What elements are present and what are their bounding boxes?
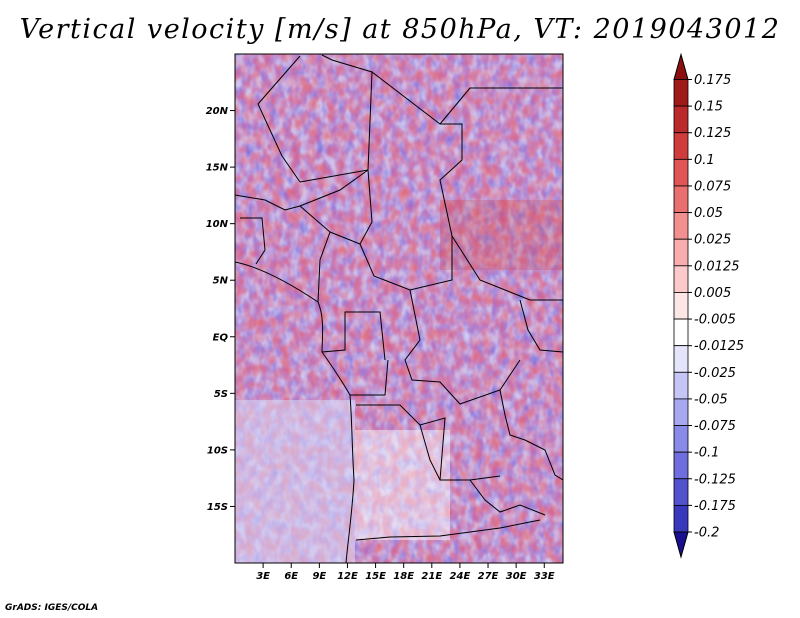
colorbar-swatch xyxy=(673,345,689,373)
y-axis: 20N 15N 10N 5N EQ 5S 10S 15S xyxy=(206,106,235,513)
y-tick-label: 15N xyxy=(206,163,229,174)
x-tick-label: 12E xyxy=(337,571,358,582)
colorbar-swatch xyxy=(673,238,689,267)
y-tick-label: 10S xyxy=(207,445,228,456)
colorbar-swatch xyxy=(673,478,689,506)
y-tick-label: 15S xyxy=(207,502,228,513)
colorbar-swatch xyxy=(673,451,689,480)
colorbar-swatch xyxy=(673,292,689,320)
vertical-velocity-field xyxy=(235,54,563,563)
colorbar-label: -0.025 xyxy=(694,366,736,381)
colorbar-swatch xyxy=(673,132,689,160)
colorbar-label: 0.125 xyxy=(694,126,731,141)
colorbar-label: 0.005 xyxy=(694,286,731,301)
y-tick-label: 5S xyxy=(214,389,228,400)
x-tick-label: 21E xyxy=(421,571,442,582)
colorbar-swatch xyxy=(673,79,689,107)
x-tick-label: 6E xyxy=(284,571,298,582)
y-tick-label: 20N xyxy=(206,106,229,117)
y-tick-label: 5N xyxy=(213,276,229,287)
y-tick-label: EQ xyxy=(213,332,229,343)
colorbar-label: 0.175 xyxy=(694,73,731,88)
colorbar-label: -0.125 xyxy=(694,472,736,487)
x-tick-label: 3E xyxy=(256,571,270,582)
colorbar-swatch xyxy=(673,265,689,293)
colorbar-swatch xyxy=(673,158,689,187)
country-borders xyxy=(235,54,563,563)
colorbar-label: -0.1 xyxy=(694,446,719,461)
x-tick-label: 30E xyxy=(506,571,527,582)
colorbar-label: 0.0125 xyxy=(694,259,740,274)
colorbar-label: 0.05 xyxy=(694,206,723,221)
y-tick-label: 10N xyxy=(206,219,229,230)
x-tick-label: 24E xyxy=(450,571,471,582)
plot-frame xyxy=(234,53,564,564)
x-tick-label: 27E xyxy=(478,571,499,582)
colorbar-label: -0.2 xyxy=(694,526,719,541)
colorbar-label: 0.1 xyxy=(694,153,715,168)
colorbar-label: 0.075 xyxy=(694,179,731,194)
chart-title: Vertical velocity [m/s] at 850hPa, VT: 2… xyxy=(19,14,781,45)
colorbar-label: 0.025 xyxy=(694,233,731,248)
colorbar-label: -0.175 xyxy=(694,499,736,514)
colorbar-label: -0.075 xyxy=(694,419,736,434)
colorbar: 0.175 0.15 0.125 0.1 0.075 0.05 0.025 0.0125 0.0… xyxy=(673,52,744,559)
colorbar-swatch xyxy=(673,212,689,240)
colorbar-swatch xyxy=(673,318,689,347)
colorbar-label: -0.005 xyxy=(694,313,736,328)
x-axis: 3E 6E 9E 12E 15E 18E 21E 24E 27E 30E 33E xyxy=(256,563,555,582)
grads-credit: GrADS: IGES/COLA xyxy=(5,603,99,613)
colorbar-swatch xyxy=(673,425,689,453)
colorbar-swatch xyxy=(673,398,689,426)
colorbar-swatch xyxy=(673,504,689,533)
colorbar-swatch xyxy=(673,105,689,134)
colorbar-label: -0.0125 xyxy=(694,339,744,354)
colorbar-swatch xyxy=(673,185,689,213)
x-tick-label: 9E xyxy=(312,571,326,582)
colorbar-top-arrow xyxy=(673,52,689,80)
x-tick-label: 33E xyxy=(534,571,555,582)
colorbar-bottom-arrow xyxy=(673,531,689,559)
x-tick-label: 18E xyxy=(393,571,414,582)
x-tick-label: 15E xyxy=(365,571,386,582)
colorbar-swatch xyxy=(673,371,689,400)
colorbar-label: -0.05 xyxy=(694,392,728,407)
colorbar-label: 0.15 xyxy=(694,100,723,115)
